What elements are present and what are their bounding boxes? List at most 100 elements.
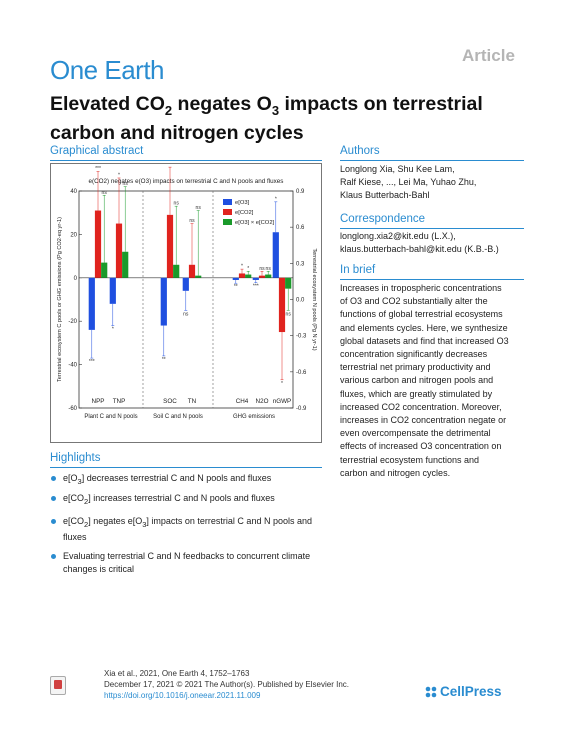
group-label: GHG emissions [233, 414, 275, 420]
highlight-text: e[CO2] increases terrestrial C and N poo… [63, 493, 275, 506]
citation-footer: Xia et al., 2021, One Earth 4, 1752–1763… [104, 668, 349, 701]
bar [232, 277, 239, 280]
highlight-text: Evaluating terrestrial C and N feedbacks… [63, 551, 311, 574]
category-label: TN [188, 398, 197, 405]
title-part: negates O [172, 93, 272, 115]
bullet-icon [51, 496, 56, 501]
bar [173, 264, 180, 278]
significance-label: * [247, 266, 249, 272]
significance-label: ** [234, 284, 238, 290]
significance-label: * [241, 264, 243, 270]
bar [252, 277, 259, 280]
correspondence-heading: Correspondence [340, 213, 426, 225]
significance-label: * [112, 327, 114, 333]
citation-line: Xia et al., 2021, One Earth 4, 1752–1763 [104, 669, 250, 678]
correspondence-emails: longlong.xia2@kit.edu (L.X.), klaus.butt… [340, 230, 526, 256]
in-brief-line: increased CO2 concentration. Moreover, [340, 401, 502, 412]
title-sub: 3 [271, 102, 280, 118]
significance-label: ** [162, 357, 166, 363]
significance-label: ns [286, 311, 292, 317]
divider [340, 228, 524, 229]
category-label: nGWP [273, 398, 292, 405]
y-right-tick-label: -0.3 [296, 334, 307, 340]
category-label: CH4 [236, 398, 249, 405]
bar [238, 273, 246, 278]
significance-label: *** [253, 284, 259, 290]
bar [94, 210, 102, 278]
significance-label: ns [259, 266, 265, 272]
graphical-abstract-figure: e(CO2) negates e(O3) impacts on terrestr… [50, 163, 322, 443]
in-brief-line: of O3 and CO2 substantially alter the [340, 296, 488, 307]
legend-swatch [223, 209, 232, 215]
bullet-icon [51, 519, 56, 524]
y-right-tick-label: -0.9 [296, 406, 307, 412]
bar [265, 274, 272, 278]
graphical-abstract-heading: Graphical abstract [50, 145, 144, 157]
email-link[interactable]: longlong.xia2@kit.edu (L.X.), [340, 231, 456, 241]
in-brief-line: increases in CO2 concentration negate or [340, 415, 507, 426]
in-brief-line: fluxes, which are greatly stimulated by [340, 388, 493, 399]
authors-heading: Authors [340, 145, 380, 157]
in-brief-line: various carbon and nitrogen pools and [340, 375, 494, 386]
chart-title: e(CO2) negates e(O3) impacts on terrestr… [89, 178, 284, 185]
y-right-tick-label: 0.6 [296, 225, 305, 231]
in-brief-heading: In brief [340, 264, 376, 276]
highlight-text: e[O3] decreases terrestrial C and N pool… [63, 473, 272, 486]
significance-label: *** [167, 164, 173, 168]
y-tick-label: -40 [68, 363, 77, 369]
legend-swatch [223, 219, 232, 225]
group-label: Soil C and N pools [153, 414, 203, 420]
in-brief-line: Increases in tropospheric concentrations [340, 283, 502, 293]
legend-entry: e[O3] × e[CO2] [235, 220, 275, 226]
title-part: Elevated CO [50, 93, 165, 115]
divider [50, 160, 322, 161]
bar [109, 277, 116, 304]
significance-label: ns [189, 218, 195, 224]
y-right-tick-label: -0.6 [296, 370, 307, 376]
y-tick-label: 40 [70, 189, 77, 195]
paper-title: Elevated CO2 negates O3 impacts on terre… [50, 93, 530, 145]
y-tick-label: 0 [74, 276, 78, 282]
significance-label: * [118, 172, 120, 178]
category-label: N2O [256, 398, 269, 405]
bar [258, 275, 266, 278]
crossmark-icon[interactable] [50, 676, 66, 695]
cellpress-logo[interactable]: CellPress [440, 684, 502, 699]
significance-label: ns [266, 266, 272, 272]
y-tick-label: -20 [68, 319, 77, 325]
journal-name[interactable]: One Earth [50, 55, 165, 85]
title-part: impacts on terrestrial carbon and nitrog… [50, 93, 483, 144]
email-link[interactable]: klaus.butterbach-bahl@kit.edu (K.B.-B.) [340, 244, 499, 255]
bar [122, 251, 129, 278]
y-tick-label: -60 [68, 406, 77, 412]
bar [285, 277, 292, 289]
legend-entry: e[O3] [235, 200, 250, 206]
bullet-icon [51, 554, 56, 559]
significance-label: * [275, 196, 277, 202]
significance-label: ns [123, 181, 129, 187]
bar [166, 214, 174, 278]
authors-list: Longlong Xia, Shu Kee Lam, Ralf Kiese, .… [340, 163, 526, 203]
bar [160, 277, 167, 326]
y-right-axis-label: Terrestrial ecosystem N pools (Pg N yr-1… [311, 248, 317, 350]
highlight-text: e[CO2] negates e[O3] impacts on terrestr… [63, 516, 312, 542]
in-brief-line: even overcompensate the detrimental [340, 428, 491, 439]
authors-line: Ralf Kiese, ..., Lei Ma, Yuhao Zhu, [340, 177, 477, 188]
authors-line: Klaus Butterbach-Bahl [340, 190, 430, 201]
bullet-icon [51, 476, 56, 481]
divider [340, 279, 524, 280]
significance-label: *** [95, 166, 101, 172]
in-brief-line: functions of global terrestrial ecosyste… [340, 309, 503, 320]
bar [245, 274, 252, 278]
in-brief-text: Increases in tropospheric concentrations… [340, 282, 528, 480]
doi-link[interactable]: https://doi.org/10.1016/j.oneear.2021.11… [104, 691, 261, 700]
category-label: SOC [163, 398, 177, 405]
in-brief-line: terrestrial net primary productivity and [340, 362, 491, 373]
significance-label: ns [102, 190, 108, 196]
y-right-tick-label: 0.0 [296, 298, 305, 304]
cellpress-logo-icon [425, 686, 437, 698]
divider [50, 467, 322, 468]
in-brief-line: effects of increased O3 concentration on [340, 441, 502, 452]
in-brief-line: global datasets and find that increased … [340, 335, 509, 346]
bar [88, 277, 95, 330]
